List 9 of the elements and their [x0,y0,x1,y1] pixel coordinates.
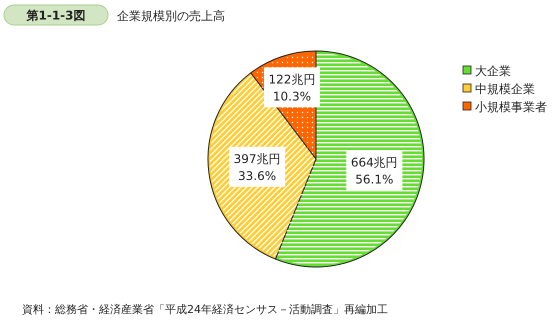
legend-label: 大企業 [475,64,511,78]
data-label: 122兆円 10.3% [268,72,316,104]
data-label: 397兆円 33.6% [234,152,281,183]
chart-title: 企業規模別の売上高 [117,9,225,23]
data-label: 664兆円 56.1% [350,155,398,186]
text: 資料：総務省・経済産業省「平成24年経済センサス－活動調査」再編加工 [22,303,388,316]
legend-label: 中規模企業 [475,82,535,96]
legend-label: 小規模事業者 [475,100,547,114]
text: 第1-1-3図 [25,8,86,22]
